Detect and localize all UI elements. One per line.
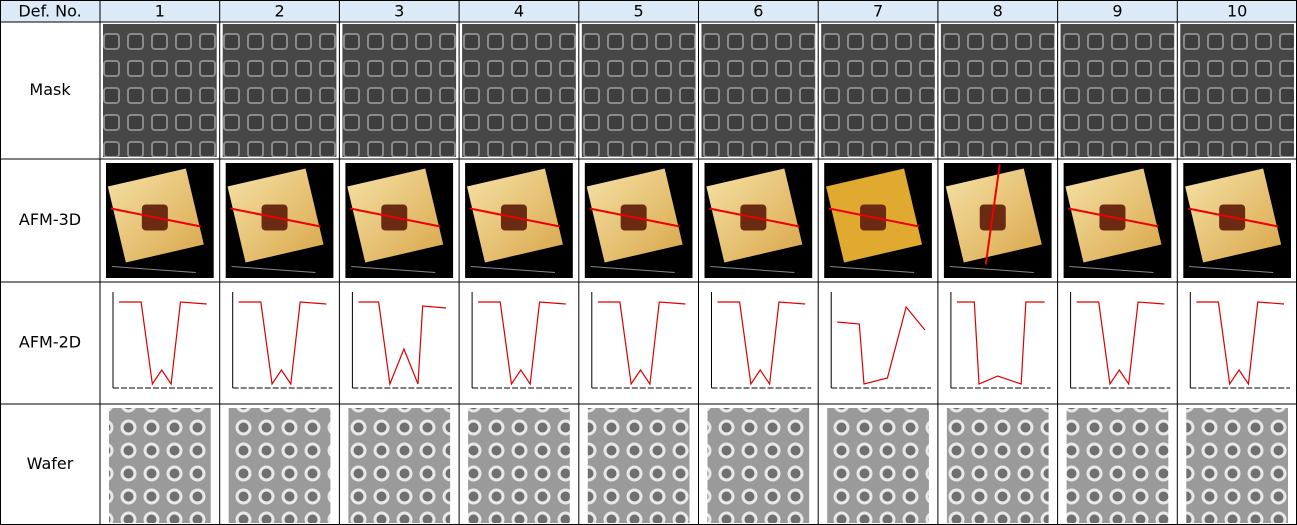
wafer-image <box>348 408 451 523</box>
afm-arrow <box>110 207 202 228</box>
afm-arrow <box>984 164 1001 265</box>
afm-arrow <box>828 207 920 228</box>
mask-image <box>1180 24 1294 157</box>
afm-3d-image <box>225 163 334 278</box>
afm-axis <box>1189 266 1274 273</box>
afm-3d-image <box>1063 163 1172 278</box>
afm-axis <box>590 266 675 273</box>
mask-image <box>462 24 576 157</box>
mask-image <box>701 24 816 157</box>
header-cell: 4 <box>514 2 524 21</box>
afm-2d-image <box>950 292 1051 389</box>
header-cell: 8 <box>993 2 1003 21</box>
wafer-image <box>228 408 331 523</box>
profile-line <box>597 301 686 386</box>
header-cell: 5 <box>634 2 644 21</box>
wafer-image <box>587 408 690 523</box>
afm-axis <box>710 266 795 273</box>
afm-2d-image <box>1070 292 1171 389</box>
afm-3d-image <box>704 163 813 278</box>
header-bg <box>0 0 1297 23</box>
mask-image <box>222 24 337 157</box>
afm-axis <box>1069 266 1154 273</box>
header-cell: 10 <box>1227 2 1247 21</box>
afm-3d-image <box>1183 163 1291 278</box>
afm-axis <box>830 266 915 273</box>
afm-2d-image <box>591 292 692 389</box>
header-cell: 6 <box>753 2 763 21</box>
wafer-image <box>946 408 1049 523</box>
afm-axis <box>949 266 1034 273</box>
afm-axis <box>351 266 436 273</box>
afm-arrow <box>350 207 441 228</box>
profile-line <box>1196 301 1285 386</box>
mask-image <box>342 24 457 157</box>
row-label: Mask <box>29 80 71 99</box>
afm-2d-image <box>830 292 931 389</box>
afm-2d-image <box>471 292 572 389</box>
afm-arrow <box>589 207 680 228</box>
afm-3d-image <box>106 163 214 278</box>
row-label: AFM-3D <box>19 210 81 229</box>
wafer-image <box>707 408 810 523</box>
afm-arrow <box>1187 207 1279 228</box>
profile-line <box>119 301 207 386</box>
afm-2d-image <box>112 292 213 389</box>
header-cell: 3 <box>394 2 404 21</box>
header-cell: 7 <box>873 2 883 21</box>
afm-2d-image <box>1189 292 1290 389</box>
profile-line <box>956 301 1045 385</box>
wafer-image <box>468 408 570 523</box>
afm-arrow <box>709 207 800 228</box>
profile-line <box>717 301 806 386</box>
mask-image <box>1060 24 1175 157</box>
row-label: Wafer <box>27 454 74 473</box>
afm-3d-image <box>943 163 1052 278</box>
wafer-image <box>1066 408 1169 523</box>
row-label: AFM-2D <box>19 333 81 352</box>
afm-3d-image <box>824 163 932 278</box>
afm-arrow <box>1068 207 1159 228</box>
afm-arrow <box>230 207 321 228</box>
header-cell: 1 <box>155 2 165 21</box>
afm-3d-image <box>465 163 573 278</box>
header-cell: 9 <box>1112 2 1122 21</box>
afm-3d-image <box>345 163 454 278</box>
afm-axis <box>111 266 196 273</box>
wafer-image <box>109 408 211 523</box>
wafer-image <box>827 408 929 523</box>
afm-2d-image <box>232 292 333 389</box>
profile-line <box>1076 301 1165 386</box>
afm-axis <box>231 266 316 273</box>
mask-image <box>581 24 696 157</box>
mask-image <box>940 24 1055 157</box>
profile-line <box>837 305 926 385</box>
mask-image <box>821 24 935 157</box>
afm-3d-image <box>584 163 693 278</box>
profile-line <box>478 301 566 386</box>
wafer-image <box>1186 408 1288 523</box>
profile-line <box>358 301 447 387</box>
afm-2d-image <box>711 292 812 389</box>
mask-image <box>103 24 217 157</box>
header-cell: 2 <box>274 2 284 21</box>
header-cell: Def. No. <box>18 2 81 21</box>
afm-axis <box>470 266 555 273</box>
afm-2d-image <box>351 292 453 389</box>
afm-arrow <box>469 207 561 228</box>
profile-line <box>238 301 327 386</box>
